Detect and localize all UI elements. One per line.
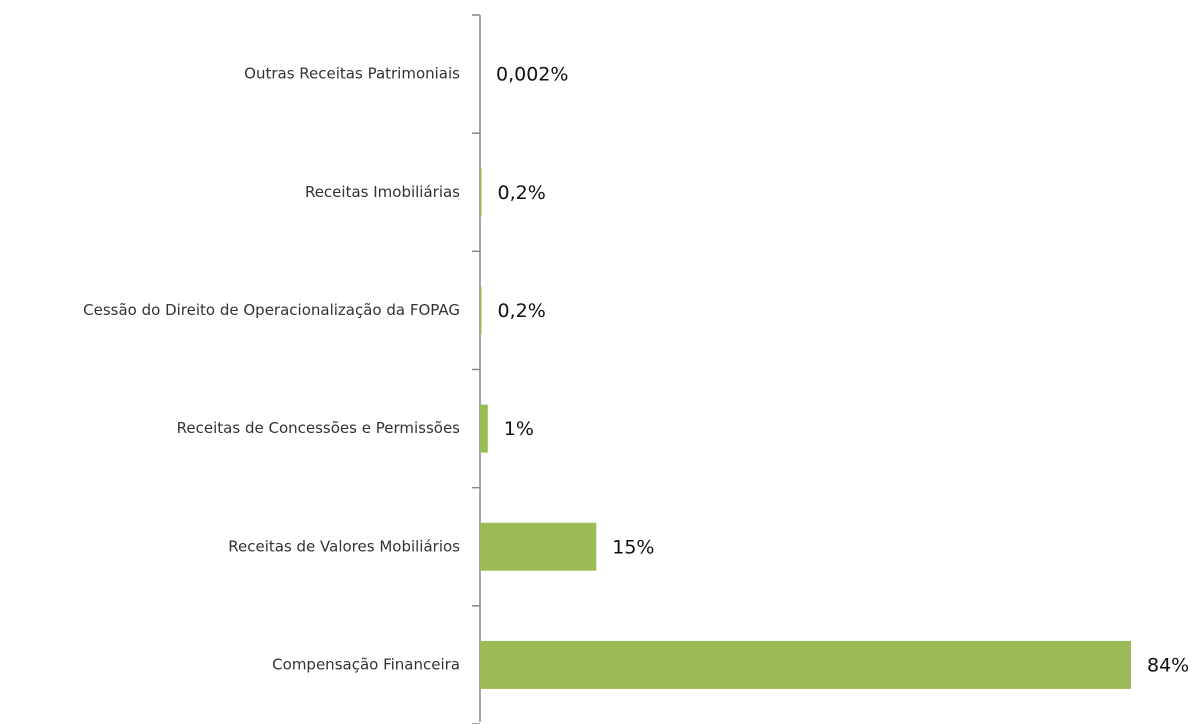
category-label: Compensação Financeira — [272, 655, 460, 673]
bar — [480, 168, 482, 217]
data-label: 0,002% — [496, 64, 568, 86]
category-label: Receitas de Valores Mobiliários — [228, 537, 460, 555]
bar — [480, 522, 597, 571]
category-label: Cessão do Direito de Operacionalização d… — [83, 301, 460, 319]
category-label: Receitas de Concessões e Permissões — [177, 419, 461, 437]
category-label: Receitas Imobiliárias — [305, 183, 460, 201]
data-label: 15% — [612, 536, 654, 558]
data-label: 0,2% — [498, 182, 546, 204]
bar — [480, 404, 488, 453]
category-label: Outras Receitas Patrimoniais — [244, 65, 460, 83]
data-label: 84% — [1147, 654, 1189, 676]
data-label: 1% — [504, 418, 534, 440]
data-label: 0,2% — [498, 300, 546, 322]
bar — [480, 286, 482, 335]
bar — [480, 640, 1131, 689]
